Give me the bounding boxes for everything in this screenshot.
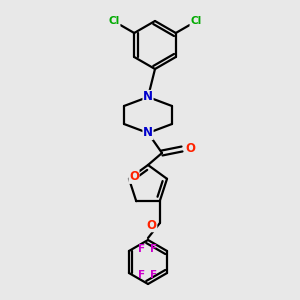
Text: N: N: [143, 127, 153, 140]
Text: Cl: Cl: [190, 16, 201, 26]
Text: Cl: Cl: [109, 16, 120, 26]
Text: O: O: [129, 170, 139, 183]
Text: N: N: [143, 91, 153, 103]
Text: F: F: [151, 270, 158, 280]
Text: F: F: [138, 244, 146, 254]
Text: O: O: [185, 142, 195, 154]
Text: O: O: [147, 219, 157, 232]
Text: F: F: [138, 270, 146, 280]
Text: F: F: [151, 244, 158, 254]
